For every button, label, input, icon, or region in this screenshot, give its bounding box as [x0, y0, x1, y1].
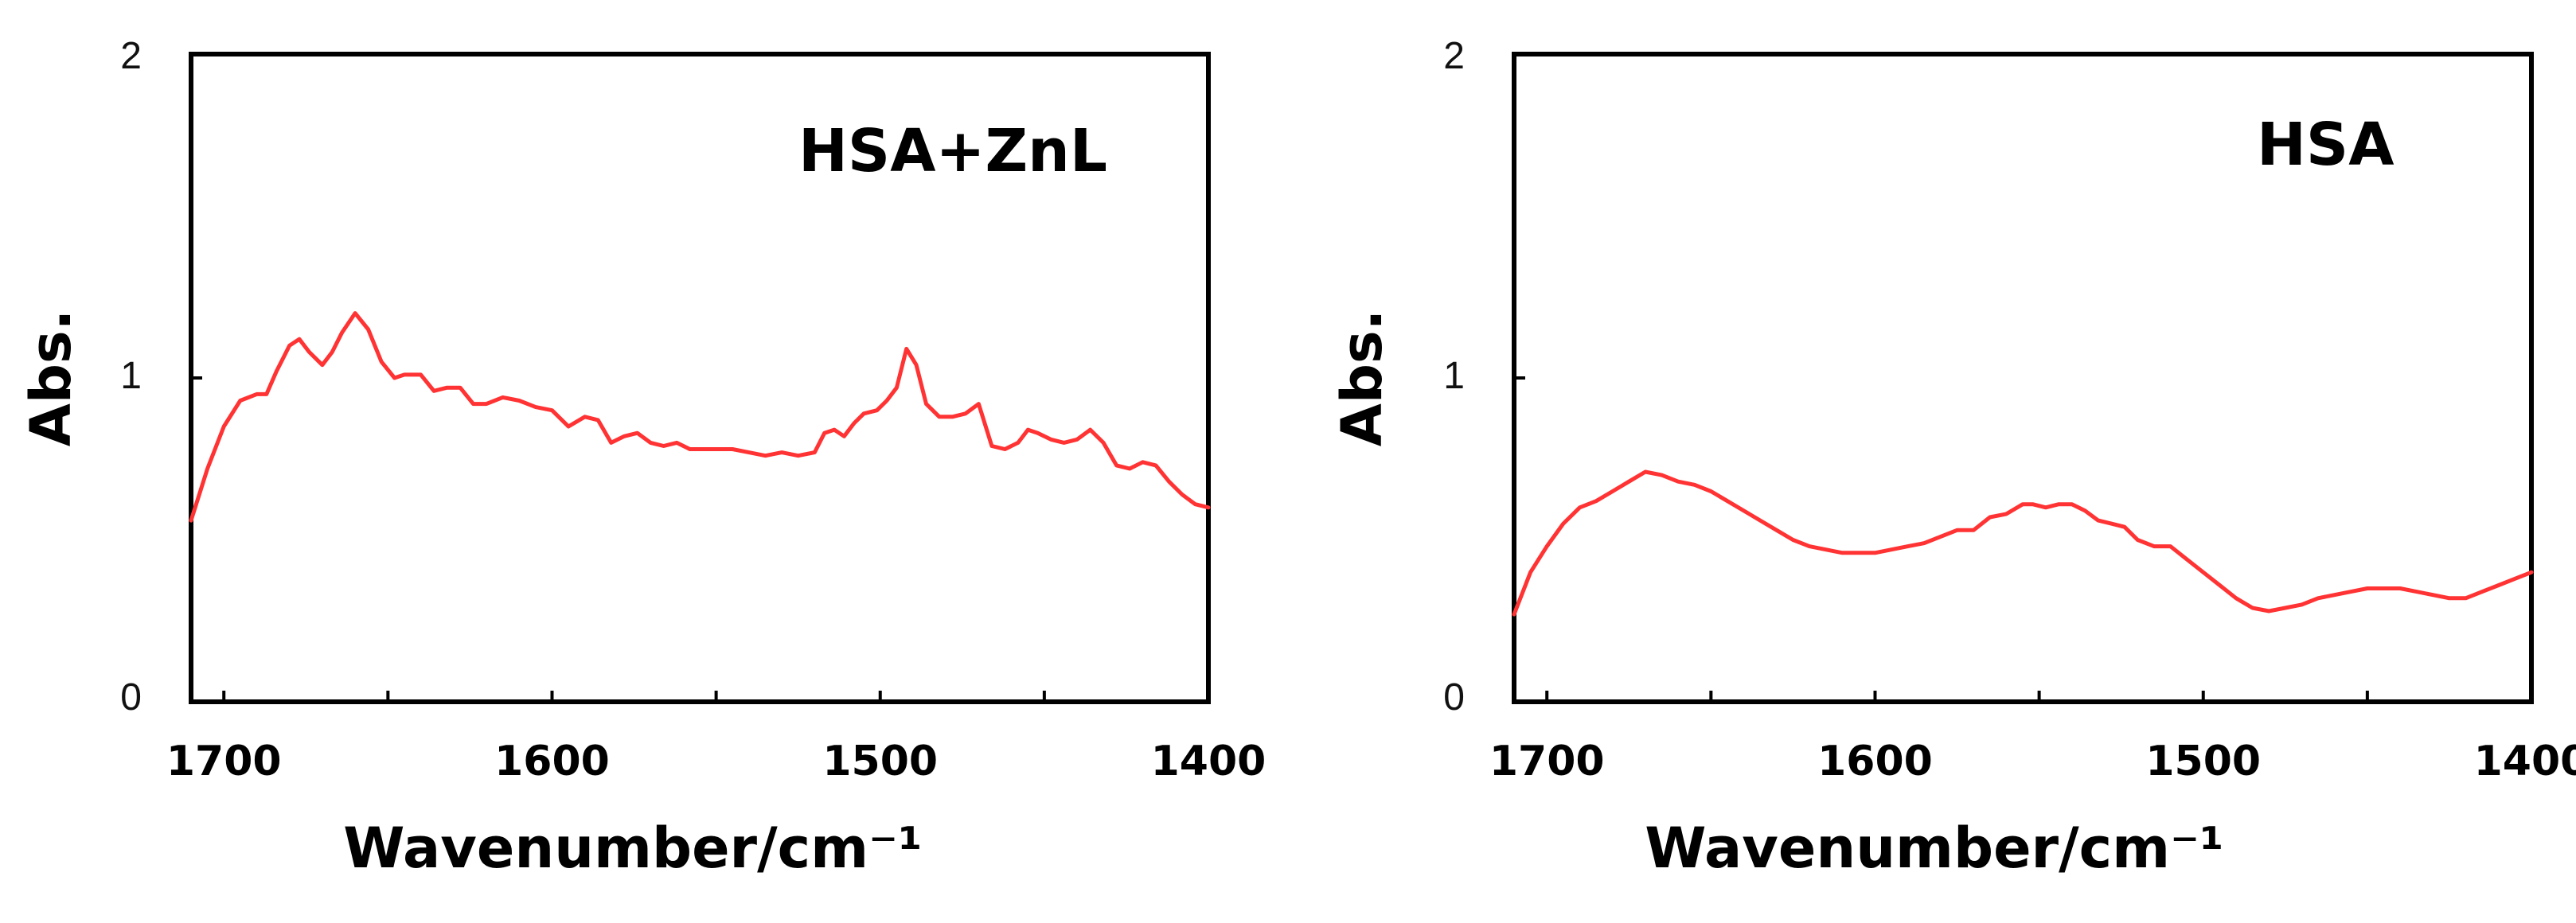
x-tick-label: 1600 [1817, 738, 1933, 785]
x-axis-label: Wavenumber/cm⁻¹ [343, 816, 922, 881]
x-tick-label: 1700 [1489, 738, 1605, 785]
y-tick-label: 0 [120, 676, 142, 719]
y-tick-label: 2 [120, 35, 142, 77]
absorbance-series-line [1512, 469, 2534, 617]
panel-annotation: HSA+ZnL [798, 117, 1107, 185]
absorbance-series-line [189, 311, 1211, 523]
chart-panel-hsa-znl: 0 1 2 Abs. Wavenumber/cm⁻¹ HSA+ZnL 1700 1… [18, 35, 1266, 881]
x-tick-label: 1500 [822, 738, 938, 785]
x-tick-label: 1600 [494, 738, 610, 785]
y-axis-label: Abs. [1329, 310, 1395, 447]
x-tick-label: 1400 [2474, 738, 2576, 785]
x-tick-label: 1700 [166, 738, 282, 785]
x-axis-label: Wavenumber/cm⁻¹ [1645, 816, 2223, 881]
x-tick-label: 1400 [1151, 738, 1267, 785]
x-tick-label: 1500 [2145, 738, 2261, 785]
panel-annotation: HSA [2257, 111, 2395, 179]
y-tick-label: 1 [120, 355, 142, 397]
y-tick-label: 2 [1443, 35, 1465, 77]
y-axis-label: Abs. [18, 310, 84, 447]
y-tick-label: 0 [1443, 676, 1465, 719]
y-tick-label: 1 [1443, 355, 1465, 397]
chart-panel-hsa: 0 1 2 Abs. Wavenumber/cm⁻¹ HSA 1700 1600 1… [1329, 35, 2576, 881]
